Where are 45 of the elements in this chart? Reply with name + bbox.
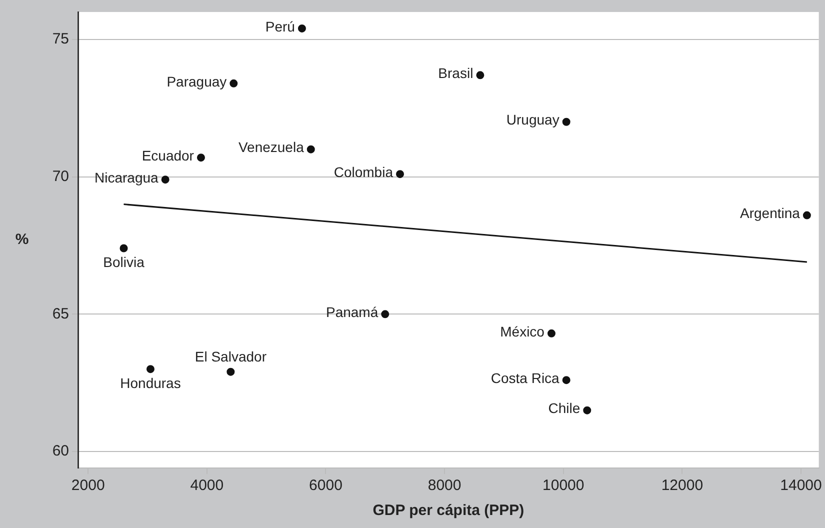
annotation: Ecuador bbox=[142, 147, 194, 164]
annotation: El Salvador bbox=[194, 348, 267, 365]
x-axis-title: GDP per cápita (PPP) bbox=[372, 502, 524, 520]
y-axis-title: % bbox=[15, 231, 29, 248]
annotation: Perú bbox=[265, 18, 295, 34]
annotation: Colombia bbox=[334, 164, 394, 180]
annotation: Nicaragua bbox=[94, 169, 159, 186]
annotation: Panamá bbox=[326, 304, 378, 320]
x-tick-label: 12000 bbox=[661, 477, 704, 494]
point bbox=[802, 211, 811, 220]
point bbox=[146, 365, 154, 374]
annotation: Paraguay bbox=[166, 73, 227, 90]
y-tick-label: 75 bbox=[52, 30, 69, 48]
annotation: Chile bbox=[548, 400, 580, 416]
point bbox=[196, 154, 205, 162]
x-tick-label: 4000 bbox=[190, 477, 224, 494]
point bbox=[230, 79, 238, 88]
y-tick-label: 70 bbox=[52, 168, 69, 185]
point bbox=[562, 376, 570, 384]
point bbox=[562, 118, 570, 126]
annotation: Bolivia bbox=[103, 254, 145, 270]
x-tick-label: 2000 bbox=[71, 477, 105, 494]
point bbox=[120, 244, 128, 252]
annotation: Argentina bbox=[740, 205, 800, 222]
y-tick-label: 65 bbox=[52, 305, 69, 322]
x-tick-label: 8000 bbox=[428, 477, 462, 494]
annotation: Brasil bbox=[438, 65, 474, 82]
point bbox=[381, 310, 390, 318]
point bbox=[476, 71, 484, 80]
point bbox=[298, 24, 306, 32]
point bbox=[226, 368, 235, 376]
point bbox=[306, 145, 315, 154]
point bbox=[547, 329, 556, 338]
x-tick-label: 14000 bbox=[780, 477, 822, 494]
y-tick-label: 60 bbox=[52, 442, 69, 460]
x-tick-label: 6000 bbox=[309, 477, 342, 494]
annotation: Uruguay bbox=[506, 112, 560, 128]
x-tick-label: 10000 bbox=[542, 477, 584, 494]
annotation: Costa Rica bbox=[490, 370, 560, 386]
point bbox=[583, 406, 592, 414]
annotation: Honduras bbox=[120, 374, 181, 391]
point bbox=[396, 170, 404, 178]
annotation: México bbox=[500, 323, 545, 340]
annotation: Venezuela bbox=[238, 139, 304, 156]
point bbox=[161, 176, 170, 184]
